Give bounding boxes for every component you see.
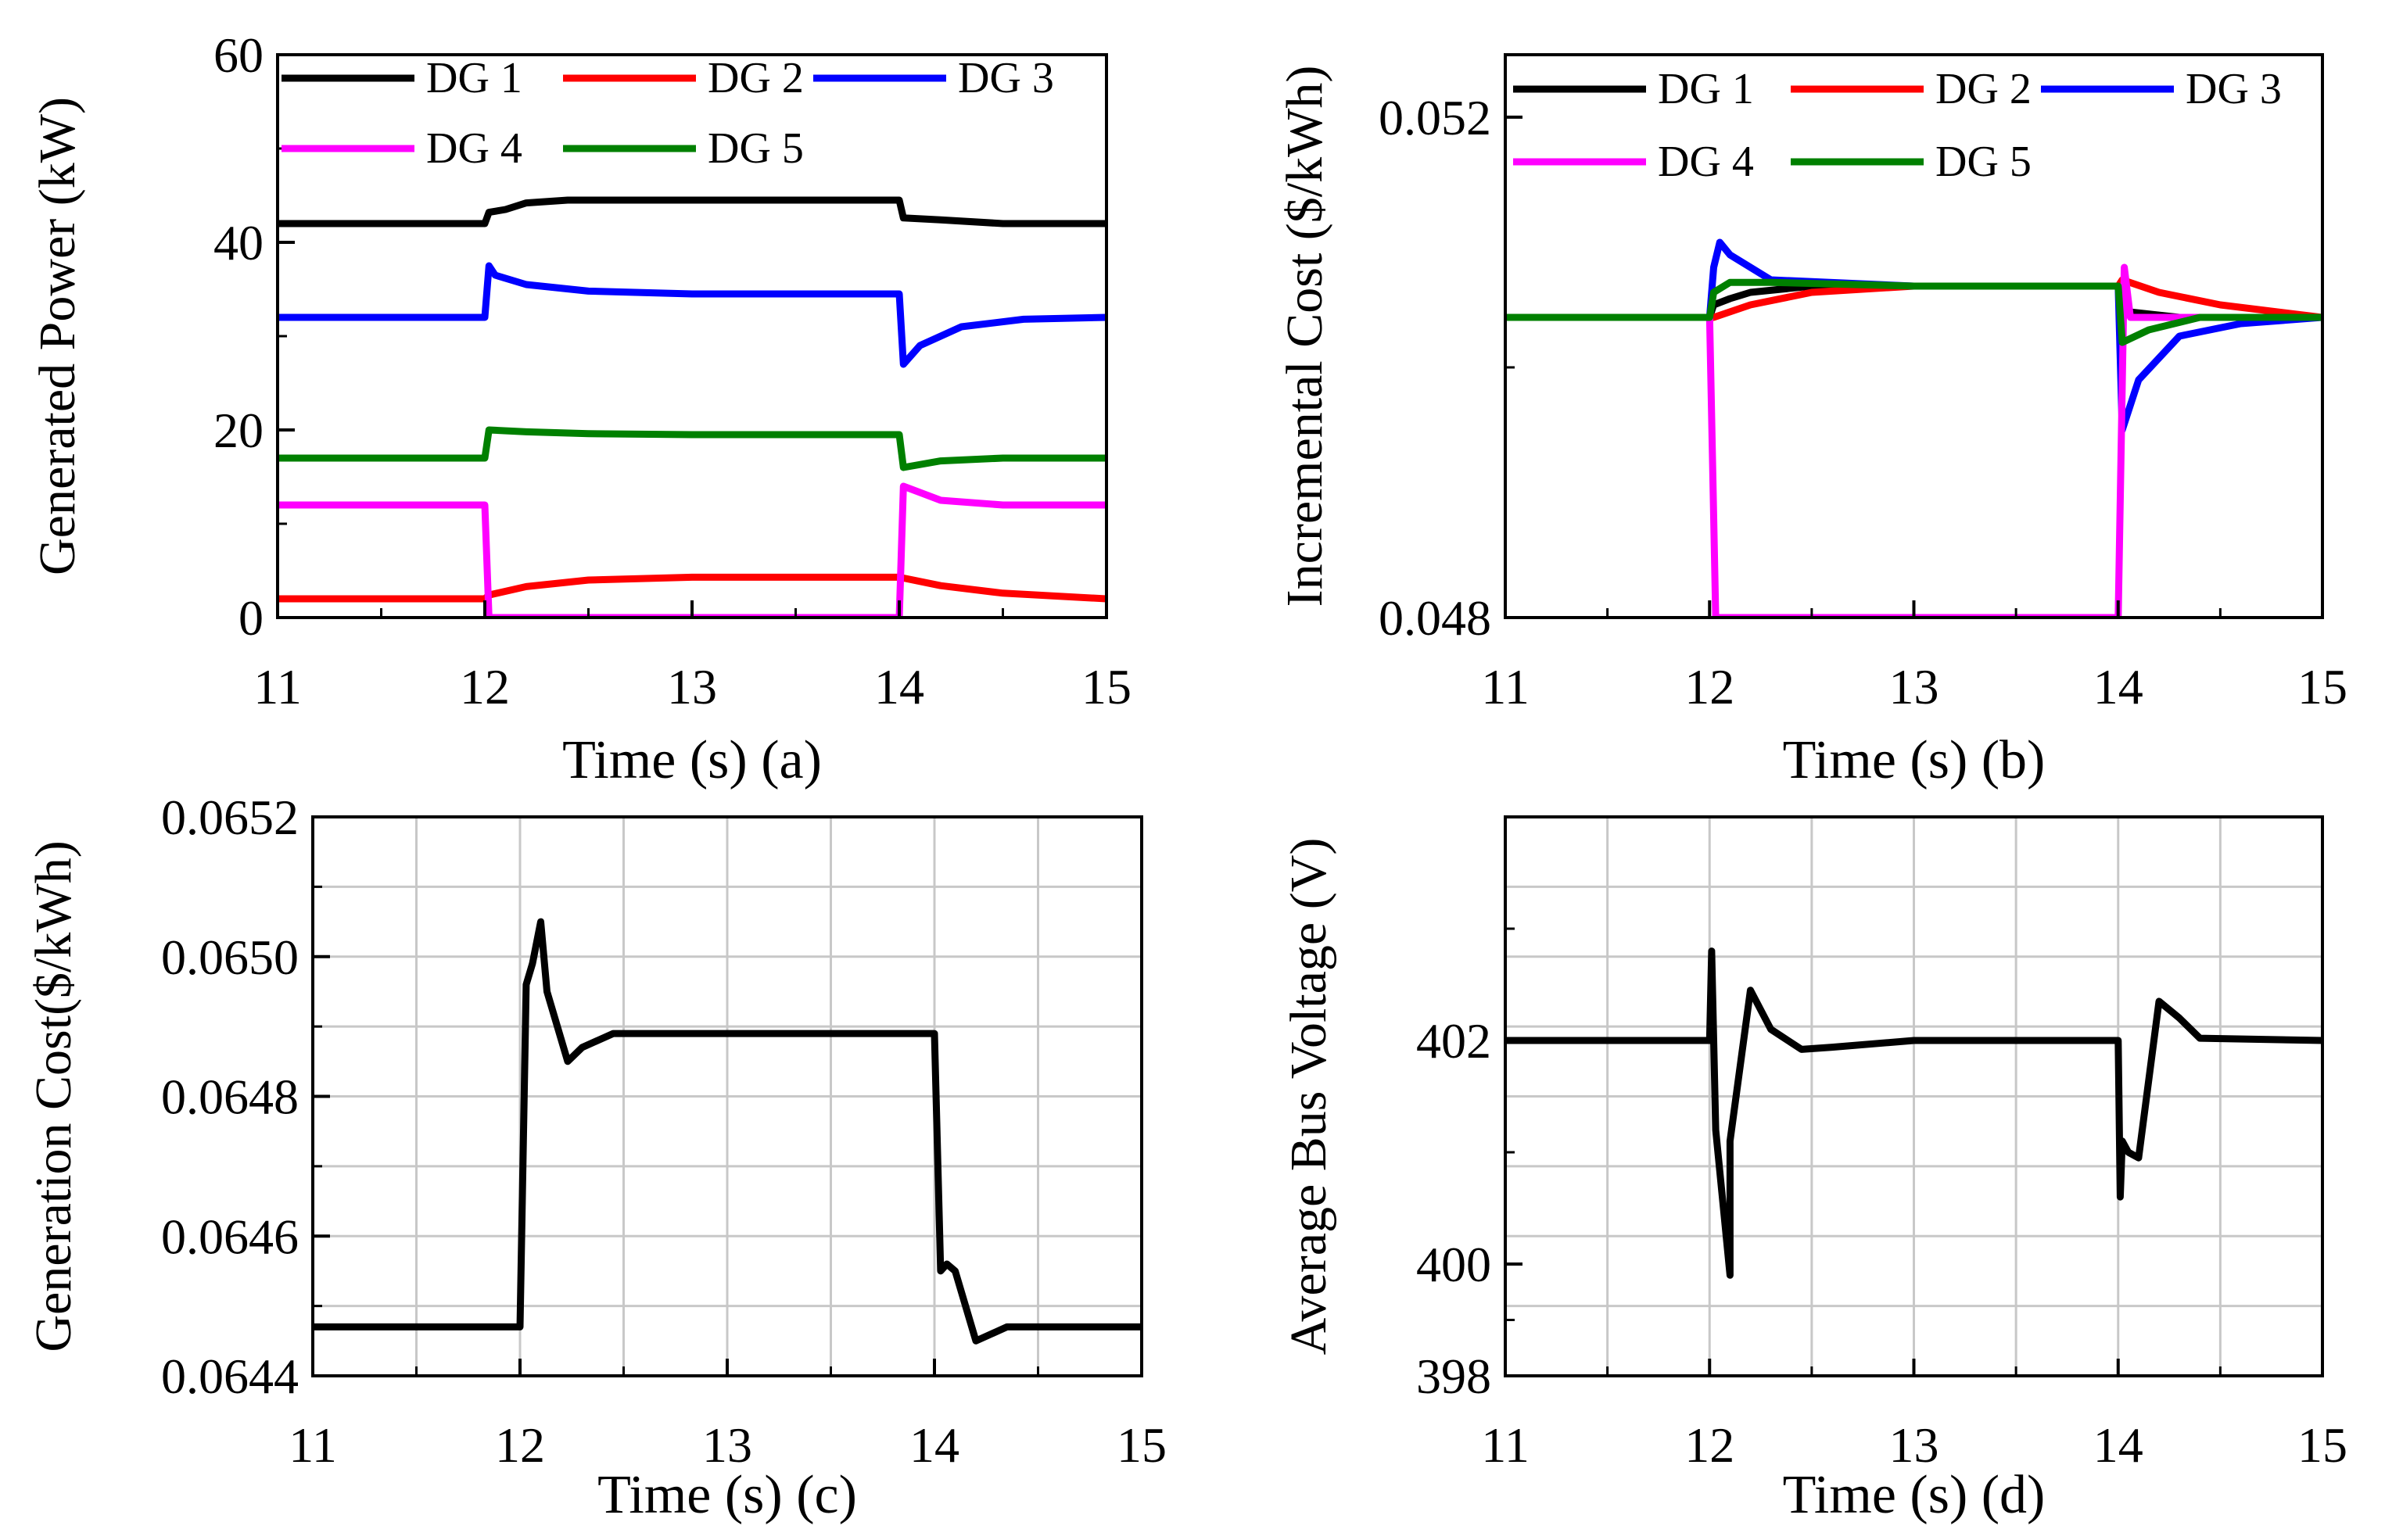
x-tick-label: 13	[1889, 659, 1939, 714]
x-tick-label: 15	[1117, 1417, 1167, 1473]
plot-frame	[1504, 53, 2324, 619]
y-tick-label: 40	[213, 215, 264, 270]
y-tick-label: 400	[1416, 1237, 1491, 1292]
y-tick-label: 0	[238, 590, 264, 646]
legend-b: DG 1 DG 2 DG 3 DG 4 DG 5	[1513, 65, 2282, 186]
y-tick-label: 398	[1416, 1348, 1491, 1404]
y-tick-label: 0.0648	[161, 1069, 299, 1125]
x-tick-label: 13	[667, 659, 717, 714]
legend-label: DG 1	[1658, 65, 1754, 113]
y-axis-label: Average Bus Voltage (V)	[1280, 838, 1337, 1356]
x-tick-label: 14	[2093, 1417, 2143, 1473]
legend-label: DG 3	[958, 54, 1054, 102]
y-tick-label: 60	[213, 27, 264, 83]
y-tick-label: 0.0650	[161, 929, 299, 985]
legend-a: DG 1 DG 2 DG 3 DG 4 DG 5	[282, 54, 1054, 173]
x-tick-label: 11	[1481, 659, 1530, 714]
legend-label: DG 1	[426, 54, 522, 102]
legend-label: DG 5	[1935, 138, 2032, 186]
y-tick-label: 0.0646	[161, 1209, 299, 1264]
series-line-a-4	[278, 482, 1106, 619]
plot-frame	[276, 53, 1108, 619]
series-line-b-4	[1505, 263, 2322, 619]
series-line-b-5	[1505, 278, 2322, 346]
x-tick-label: 14	[909, 1417, 959, 1473]
series-line-a-1	[278, 196, 1106, 227]
legend-label: DG 5	[708, 124, 804, 173]
legend-label: DG 4	[426, 124, 522, 173]
x-tick-label: 12	[1684, 1417, 1734, 1473]
y-axis-label: Generated Power (kW)	[29, 97, 86, 575]
x-tick-label: 11	[289, 1417, 337, 1473]
y-tick-label: 20	[213, 403, 264, 458]
x-axis-label: Time (s) (d)	[1783, 1465, 2046, 1525]
legend-label: DG 3	[2186, 65, 2282, 113]
y-tick-label: 0.0652	[161, 790, 299, 845]
series-group-a	[278, 196, 1106, 619]
legend-label: DG 2	[1935, 65, 2032, 113]
grid-c	[313, 817, 1142, 1376]
x-tick-label: 12	[495, 1417, 545, 1473]
x-tick-label: 14	[874, 659, 924, 714]
panel-d: 11 12 13 14 15 398 400 402 Time (s) (d) Average B…	[1280, 815, 2347, 1525]
panel-b: 11 12 13 14 15 0.048 0.052 Time (s) (b) Incremen…	[1276, 53, 2347, 790]
x-tick-label: 13	[1889, 1417, 1939, 1473]
x-tick-label: 12	[460, 659, 510, 714]
series-line-c-1	[313, 918, 1142, 1345]
y-tick-label: 0.0644	[161, 1348, 299, 1404]
y-tick-label: 402	[1416, 1013, 1491, 1069]
x-axis-label: Time (s) (b)	[1783, 730, 2046, 790]
panel-a: 11 12 13 14 15 0 20 40 60 Time (s) (a) Generated P…	[29, 27, 1132, 790]
x-tick-label: 12	[1684, 659, 1734, 714]
legend-label: DG 2	[708, 54, 804, 102]
x-axis-label: Time (s) (c)	[597, 1465, 857, 1525]
y-tick-label: 0.048	[1379, 590, 1491, 646]
series-group-b	[1505, 238, 2322, 619]
series-line-d-1	[1505, 947, 2322, 1279]
x-tick-label: 11	[1481, 1417, 1530, 1473]
y-axis-label: Incremental Cost ($/kWh)	[1276, 66, 1333, 607]
panel-c: 11 12 13 14 15 0.0644 0.0646 0.0648 0.0650 0.0652…	[25, 790, 1167, 1525]
legend-label: DG 4	[1658, 138, 1754, 186]
series-line-b-3	[1505, 238, 2322, 434]
series-line-a-3	[278, 262, 1106, 368]
series-line-a-5	[278, 426, 1106, 471]
x-tick-label: 14	[2093, 659, 2143, 714]
grid-d	[1505, 817, 2322, 1376]
x-tick-label: 15	[1081, 659, 1132, 714]
x-tick-label: 11	[253, 659, 302, 714]
series-group-c	[313, 918, 1142, 1345]
x-tick-label: 15	[2297, 659, 2347, 714]
x-tick-label: 13	[702, 1417, 752, 1473]
y-axis-label: Generation Cost($/kWh)	[25, 840, 82, 1352]
series-group-d	[1505, 947, 2322, 1279]
x-axis-label: Time (s) (a)	[562, 730, 822, 790]
x-tick-label: 15	[2297, 1417, 2347, 1473]
series-line-a-2	[278, 573, 1106, 603]
y-tick-label: 0.052	[1379, 90, 1491, 145]
